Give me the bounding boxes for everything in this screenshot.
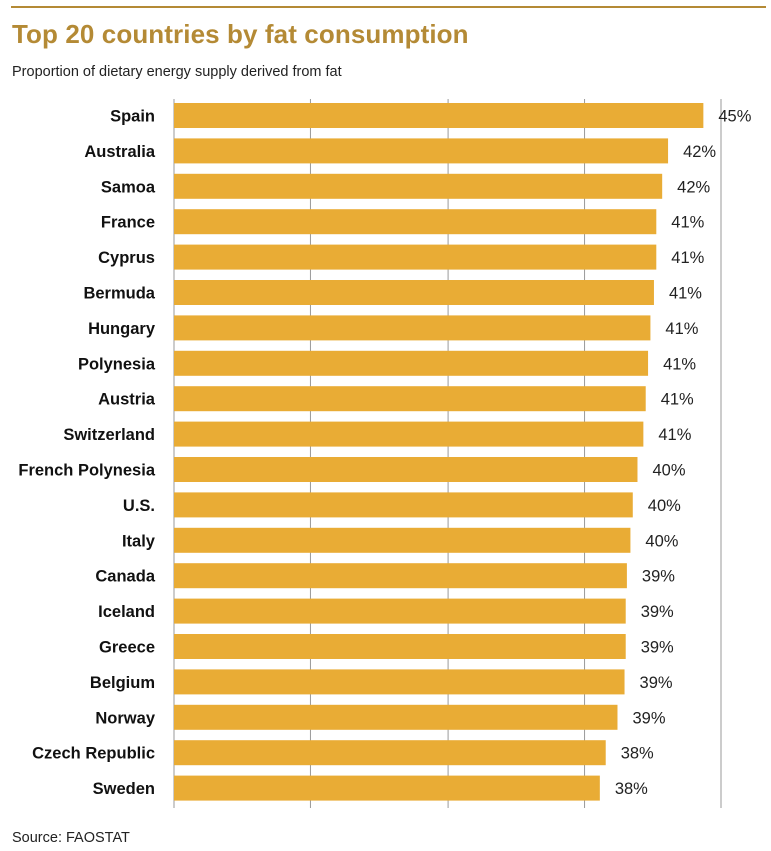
bar (174, 775, 600, 801)
value-label: 39% (641, 639, 674, 657)
value-label: 42% (677, 178, 710, 196)
source-note: Source: FAOSTAT (12, 830, 130, 846)
bar (174, 173, 663, 199)
category-label: Bermuda (83, 285, 155, 303)
category-label: Greece (99, 639, 155, 657)
value-label: 39% (632, 709, 665, 727)
top-rule (11, 6, 766, 8)
value-label: 40% (652, 462, 685, 480)
value-label: 41% (671, 214, 704, 232)
category-label: Hungary (88, 320, 156, 338)
value-label: 40% (645, 532, 678, 550)
category-label: Spain (110, 108, 155, 126)
bar (174, 598, 626, 624)
value-label: 41% (661, 391, 694, 409)
bar (174, 315, 651, 341)
bar (174, 244, 657, 270)
category-label: Canada (95, 568, 155, 586)
value-label: 39% (642, 568, 675, 586)
category-label: Austria (98, 391, 156, 409)
bar (174, 669, 625, 695)
bar (174, 280, 654, 305)
value-label: 38% (615, 780, 648, 798)
category-label: Iceland (98, 603, 155, 621)
bar (174, 350, 649, 376)
bar (174, 421, 644, 447)
category-label: Belgium (90, 674, 155, 692)
category-label: U.S. (123, 497, 155, 515)
bar (174, 527, 631, 553)
bar (174, 492, 633, 518)
bar (174, 634, 626, 659)
value-label: 40% (648, 497, 681, 515)
bar (174, 704, 618, 730)
bar (174, 457, 638, 482)
value-label: 41% (658, 426, 691, 444)
category-label: Italy (122, 532, 156, 550)
category-label: Samoa (101, 178, 156, 196)
value-label: 45% (718, 108, 751, 126)
chart-title: Top 20 countries by fat consumption (12, 19, 469, 49)
bar (174, 386, 646, 412)
bar (174, 103, 704, 128)
category-label: Norway (95, 709, 155, 727)
category-label: France (101, 214, 155, 232)
bar (174, 740, 606, 766)
value-label: 41% (663, 355, 696, 373)
bar (174, 209, 657, 235)
category-label: Sweden (93, 780, 155, 798)
value-label: 39% (641, 603, 674, 621)
value-label: 41% (665, 320, 698, 338)
bar (174, 563, 627, 589)
value-label: 41% (669, 285, 702, 303)
category-label: Switzerland (63, 426, 155, 444)
value-label: 41% (671, 249, 704, 267)
chart-subtitle: Proportion of dietary energy supply deri… (12, 64, 342, 80)
value-label: 38% (621, 745, 654, 763)
category-label: Cyprus (98, 249, 155, 267)
category-label: Czech Republic (32, 745, 155, 763)
value-label: 39% (640, 674, 673, 692)
category-label: French Polynesia (18, 462, 155, 480)
value-label: 42% (683, 143, 716, 161)
category-label: Australia (84, 143, 155, 161)
bar (174, 138, 669, 164)
category-label: Polynesia (78, 355, 156, 373)
